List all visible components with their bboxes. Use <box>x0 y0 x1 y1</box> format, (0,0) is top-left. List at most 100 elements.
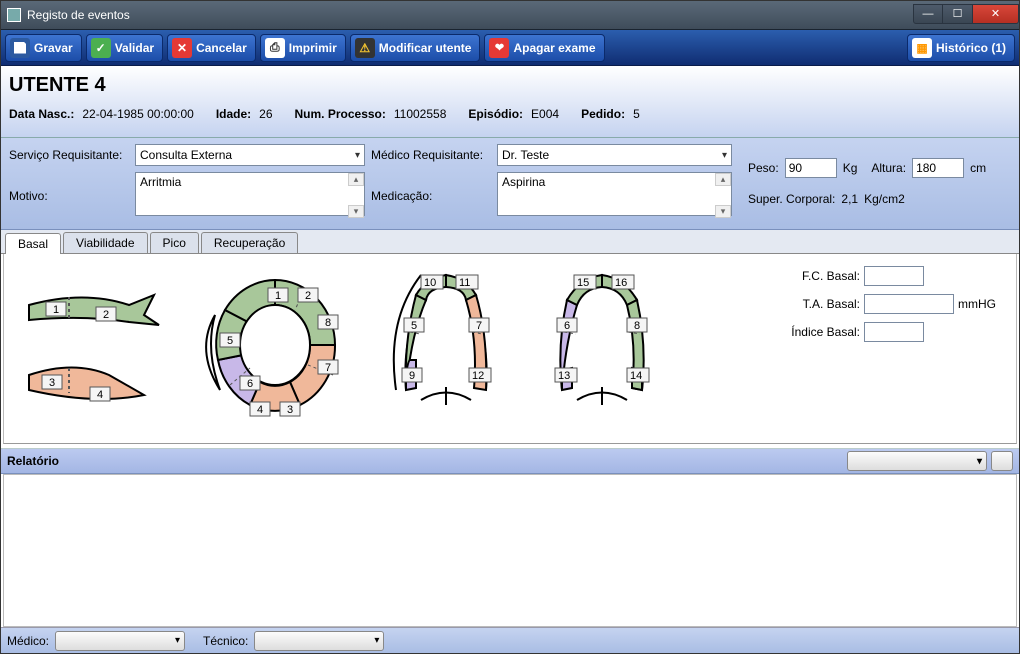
svg-text:7: 7 <box>476 320 482 332</box>
svg-text:1: 1 <box>53 304 59 316</box>
gravar-button[interactable]: Gravar <box>5 34 82 62</box>
tab-recuperacao[interactable]: Recuperação <box>201 232 298 253</box>
servico-requisitante-label: Serviço Requisitante: <box>9 148 129 162</box>
servico-requisitante-combo[interactable]: Consulta Externa <box>135 144 365 166</box>
svg-text:8: 8 <box>325 317 331 329</box>
altura-label: Altura: <box>871 161 906 175</box>
svg-text:13: 13 <box>558 370 570 382</box>
heart-diagram-apical-1[interactable]: 10 11 5 7 9 12 <box>366 260 526 430</box>
motivo-wrap: Arritmia ▴ ▾ <box>135 172 365 219</box>
close-button[interactable]: ✕ <box>973 4 1019 24</box>
altura-input[interactable] <box>912 158 964 178</box>
motivo-label: Motivo: <box>9 189 129 203</box>
super-corporal-unit: Kg/cm2 <box>864 192 905 206</box>
medicacao-wrap: Aspirina ▴ ▾ <box>497 172 732 219</box>
relatorio-template-combo[interactable] <box>847 451 987 471</box>
svg-text:4: 4 <box>257 404 263 416</box>
medico-requisitante-combo[interactable]: Dr. Teste <box>497 144 732 166</box>
medico-label: Médico: <box>7 634 49 648</box>
medicacao-textarea[interactable]: Aspirina <box>497 172 732 216</box>
scroll-up-icon[interactable]: ▴ <box>715 173 731 186</box>
data-nasc-value: 22-04-1985 00:00:00 <box>82 107 193 121</box>
tecnico-label: Técnico: <box>203 634 248 648</box>
titlebar: Registo de eventos — ☐ ✕ <box>1 1 1019 29</box>
svg-text:6: 6 <box>247 378 253 390</box>
window-controls: — ☐ ✕ <box>913 7 1019 24</box>
cancel-icon <box>172 38 192 58</box>
tab-viabilidade[interactable]: Viabilidade <box>63 232 148 253</box>
episodio-value: E004 <box>531 107 559 121</box>
ta-basal-label: T.A. Basal: <box>780 297 860 311</box>
apagar-exame-label: Apagar exame <box>513 41 595 55</box>
relatorio-label: Relatório <box>7 454 59 468</box>
tecnico-combo[interactable] <box>254 631 384 651</box>
pedido-value: 5 <box>633 107 640 121</box>
medicacao-label: Medicação: <box>371 189 491 203</box>
patient-header: UTENTE 4 Data Nasc.:22-04-1985 00:00:00 … <box>1 66 1019 138</box>
fc-basal-input[interactable] <box>864 266 924 286</box>
client-area: Gravar Validar Cancelar Imprimir Modific… <box>1 29 1019 653</box>
modificar-utente-button[interactable]: Modificar utente <box>350 34 481 62</box>
num-processo-label: Num. Processo: <box>295 107 386 121</box>
svg-text:11: 11 <box>459 277 470 289</box>
episodio-label: Episódio: <box>468 107 523 121</box>
svg-text:14: 14 <box>630 370 642 382</box>
patient-title: UTENTE 4 <box>9 72 1011 107</box>
toolbar: Gravar Validar Cancelar Imprimir Modific… <box>1 30 1019 66</box>
validar-button[interactable]: Validar <box>86 34 163 62</box>
minimize-button[interactable]: — <box>913 4 943 24</box>
peso-input[interactable] <box>785 158 837 178</box>
motivo-textarea[interactable]: Arritmia <box>135 172 365 216</box>
cancelar-label: Cancelar <box>196 41 247 55</box>
calendar-icon <box>912 38 932 58</box>
indice-basal-label: Índice Basal: <box>780 325 860 339</box>
app-window: Registo de eventos — ☐ ✕ Gravar Validar … <box>0 0 1020 654</box>
svg-text:3: 3 <box>49 377 55 389</box>
svg-text:2: 2 <box>305 290 311 302</box>
historico-button[interactable]: Histórico (1) <box>907 34 1015 62</box>
svg-text:4: 4 <box>97 389 103 401</box>
relatorio-header: Relatório <box>1 448 1019 474</box>
medico-combo[interactable] <box>55 631 185 651</box>
scroll-down-icon[interactable]: ▾ <box>348 205 364 218</box>
svg-text:3: 3 <box>287 404 293 416</box>
medico-requisitante-label: Médico Requisitante: <box>371 148 491 162</box>
tab-pico[interactable]: Pico <box>150 232 199 253</box>
idade-label: Idade: <box>216 107 251 121</box>
heart-diagram-apical-2[interactable]: 15 16 6 8 13 14 <box>532 260 682 430</box>
apagar-exame-button[interactable]: Apagar exame <box>484 34 604 62</box>
num-processo-value: 11002558 <box>394 107 447 121</box>
gravar-label: Gravar <box>34 41 73 55</box>
historico-label: Histórico (1) <box>936 41 1006 55</box>
validar-label: Validar <box>115 41 154 55</box>
heart-diagram-short-axis[interactable]: 1 2 8 7 3 6 5 4 <box>190 260 360 430</box>
cancelar-button[interactable]: Cancelar <box>167 34 256 62</box>
check-icon <box>91 38 111 58</box>
super-corporal-label: Super. Corporal: <box>748 192 835 206</box>
maximize-button[interactable]: ☐ <box>943 4 973 24</box>
altura-unit: cm <box>970 161 986 175</box>
svg-text:12: 12 <box>472 370 484 382</box>
relatorio-action-button[interactable] <box>991 451 1013 471</box>
tab-basal[interactable]: Basal <box>5 233 61 254</box>
svg-text:1: 1 <box>275 290 281 302</box>
scroll-down-icon[interactable]: ▾ <box>715 205 731 218</box>
svg-text:6: 6 <box>564 320 570 332</box>
scroll-up-icon[interactable]: ▴ <box>348 173 364 186</box>
request-form: Serviço Requisitante: Consulta Externa M… <box>1 138 1019 230</box>
svg-text:8: 8 <box>634 320 640 332</box>
heart-diagram-parasternal[interactable]: 1 2 3 4 <box>14 260 184 430</box>
tabstrip: Basal Viabilidade Pico Recuperação <box>1 230 1019 254</box>
svg-text:5: 5 <box>411 320 417 332</box>
print-icon <box>265 38 285 58</box>
pedido-label: Pedido: <box>581 107 625 121</box>
imprimir-button[interactable]: Imprimir <box>260 34 346 62</box>
heart-icon <box>489 38 509 58</box>
ta-basal-unit: mmHG <box>958 297 996 311</box>
relatorio-body[interactable] <box>3 474 1017 627</box>
peso-label: Peso: <box>748 161 779 175</box>
fc-basal-label: F.C. Basal: <box>780 269 860 283</box>
data-nasc-label: Data Nasc.: <box>9 107 74 121</box>
indice-basal-input[interactable] <box>864 322 924 342</box>
ta-basal-input[interactable] <box>864 294 954 314</box>
